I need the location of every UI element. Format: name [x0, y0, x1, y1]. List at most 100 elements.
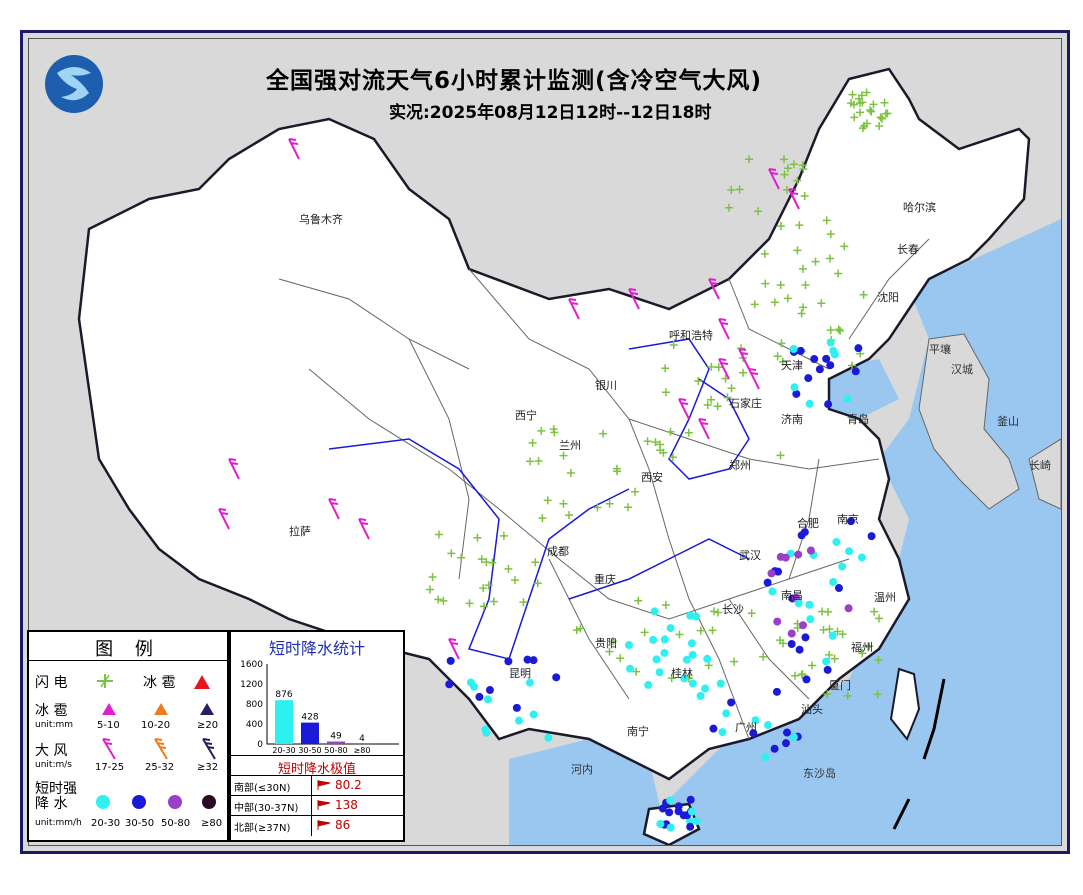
- lightning-mark: [830, 654, 839, 663]
- rain-dot: [682, 655, 691, 664]
- rain-dot: [666, 796, 675, 805]
- rain-dot: [789, 344, 798, 353]
- rain-dot: [844, 604, 853, 613]
- rain-dot: [679, 811, 688, 820]
- city-label: 成都: [547, 545, 569, 558]
- city-label: 呼和浩特: [669, 329, 713, 342]
- lightning-mark: [826, 230, 835, 239]
- city-label: 合肥: [797, 517, 819, 530]
- lightning-mark: [634, 596, 643, 605]
- lightning-mark: [870, 607, 879, 616]
- rain-dot: [529, 710, 538, 719]
- lightning-mark: [593, 503, 602, 512]
- lightning-mark: [709, 607, 718, 616]
- lightning-mark: [559, 499, 568, 508]
- lightning-mark: [858, 98, 867, 107]
- lightning-mark: [624, 503, 633, 512]
- lightning-mark: [777, 339, 786, 348]
- rain-dot: [797, 531, 806, 540]
- lightning-mark: [754, 207, 763, 216]
- city-label: 南宁: [627, 725, 649, 738]
- flag-icon: [317, 800, 331, 810]
- y-tick-label: 800: [246, 700, 263, 710]
- rain-dot: [799, 621, 808, 630]
- rain-dot: [660, 648, 669, 657]
- lightning-mark: [778, 357, 787, 366]
- rain-dot: [761, 753, 770, 762]
- lightning-mark: [543, 496, 552, 505]
- rain-dot: [772, 687, 781, 696]
- rain-dot: [722, 709, 731, 718]
- wind-barb: [448, 638, 460, 660]
- extreme-title: 短时降水极值: [231, 755, 403, 777]
- rain-dot: [834, 584, 843, 593]
- lightning-mark: [780, 155, 789, 164]
- foreign-label: 釜山: [997, 415, 1019, 428]
- lightning-mark: [873, 690, 882, 699]
- lightning-mark: [559, 451, 568, 460]
- rain-dot: [773, 617, 782, 626]
- lightning-mark: [667, 674, 676, 683]
- extreme-sep: [311, 816, 312, 836]
- lightning-mark: [825, 650, 834, 659]
- rain-dot: [655, 668, 664, 677]
- lightning-mark: [703, 401, 712, 410]
- rain-dot: [716, 679, 725, 688]
- lightning-mark: [707, 395, 716, 404]
- lightning-mark: [426, 585, 435, 594]
- lightning-mark: [819, 625, 828, 634]
- rain-dot: [826, 361, 835, 370]
- rain-dot: [649, 635, 658, 644]
- rain-dot: [650, 607, 659, 616]
- category-label: ≥80: [354, 746, 371, 754]
- city-label: 长沙: [722, 603, 744, 616]
- rain-dot: [832, 537, 841, 546]
- stats-title: 短时降水统计: [268, 639, 365, 658]
- sea-area-gulf: [509, 739, 669, 845]
- wind-barb: [228, 458, 240, 480]
- rain-dot: [822, 657, 831, 666]
- rain-dot: [475, 692, 484, 701]
- lightning-mark: [850, 113, 859, 122]
- city-label: 南昌: [781, 589, 803, 602]
- city-label: 桂林: [671, 667, 693, 680]
- rain-dot: [804, 374, 813, 383]
- rain-dot: [685, 817, 694, 826]
- rain-dot: [829, 577, 838, 586]
- lightning-mark: [825, 254, 834, 263]
- rain-dot: [660, 635, 669, 644]
- wind-barb: [708, 278, 720, 300]
- lightning-mark: [856, 108, 865, 117]
- lightning-mark: [745, 155, 754, 164]
- wind-barb: [328, 498, 340, 520]
- rain-dot: [688, 679, 697, 688]
- rain-dot: [525, 678, 534, 687]
- hail-bin-label: ≥20: [197, 720, 219, 731]
- lightning-mark: [434, 595, 443, 604]
- lightning-mark: [840, 242, 849, 251]
- lightning-mark: [480, 602, 489, 611]
- lightning-mark: [866, 106, 875, 115]
- rain-dot: [790, 383, 799, 392]
- lightning-mark: [825, 625, 834, 634]
- lightning-mark: [694, 377, 703, 386]
- city-label: 济南: [781, 413, 803, 426]
- lightning-mark: [789, 160, 798, 169]
- rain-dot: [692, 612, 701, 621]
- city-label: 长春: [897, 243, 919, 256]
- rain-bin-label: 30-50: [125, 818, 155, 829]
- lightning-mark: [533, 579, 542, 588]
- rain-dot: [763, 721, 772, 730]
- lightning-mark: [867, 107, 876, 116]
- rain-layer: [445, 338, 876, 832]
- y-tick-label: 1600: [240, 660, 263, 670]
- legend-hail-unit: unit:mm: [35, 720, 74, 730]
- lightning-mark: [504, 564, 513, 573]
- city-label: 福州: [851, 641, 873, 654]
- extreme-value: 80.2: [335, 778, 362, 792]
- lightning-mark: [875, 614, 884, 623]
- lightning-mark: [776, 281, 785, 290]
- lightning-mark: [549, 425, 558, 434]
- lightning-mark: [666, 427, 675, 436]
- province-borders: [278, 238, 930, 740]
